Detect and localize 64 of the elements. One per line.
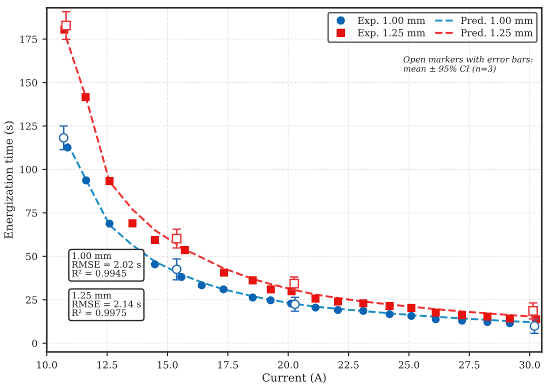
y-tick-label: 0 (32, 340, 38, 348)
legend-label: Pred. 1.00 mm (461, 16, 533, 24)
point (458, 311, 466, 320)
point (128, 219, 136, 228)
x-tick-label: 27.5 (459, 361, 480, 368)
point (248, 293, 257, 302)
point (483, 312, 492, 321)
point (266, 296, 275, 304)
point (290, 299, 300, 310)
point (106, 220, 114, 228)
point (82, 176, 90, 184)
y-tick-label: 150 (20, 79, 38, 86)
point (172, 264, 182, 274)
x-tick-label: 15.0 (158, 361, 178, 368)
point (359, 306, 368, 315)
x-axis-title: Current (A) (262, 373, 326, 384)
y-tick-label: 125 (20, 122, 37, 130)
point (172, 234, 182, 244)
x-tick-label: 12.5 (97, 361, 118, 368)
x-tick-label: 17.5 (218, 361, 238, 368)
y-tick-label: 50 (26, 252, 38, 260)
point (220, 268, 228, 277)
annotation: 1.00 mm RMSE = 2.02 s R² = 0.9945 (72, 252, 141, 277)
y-tick-label: 175 (20, 36, 37, 43)
point (311, 304, 320, 312)
point (407, 312, 416, 320)
point (58, 132, 69, 143)
point (386, 302, 394, 310)
annotation: Open markers with error bars: mean ± 95% CI (n=3) (404, 56, 532, 73)
point (248, 276, 257, 284)
point (150, 260, 159, 268)
point (266, 285, 275, 294)
point (311, 294, 320, 303)
y-axis-title: Energization time (s) (4, 121, 15, 239)
point (334, 297, 342, 306)
point (432, 308, 440, 317)
annotation: 1.25 mm RMSE = 2.14 s R² = 0.9975 (72, 292, 141, 316)
point (82, 93, 90, 102)
point (407, 304, 416, 312)
legend-label: Exp. 1.25 mm (358, 29, 426, 38)
legend-label: Exp. 1.00 mm (358, 16, 426, 26)
point (219, 285, 228, 294)
point (289, 278, 300, 288)
point (177, 272, 186, 282)
point (530, 321, 540, 331)
y-tick-label: 25 (26, 296, 37, 304)
x-tick-label: 22.5 (338, 361, 359, 368)
x-tick-label: 10.0 (37, 361, 57, 368)
y-tick-label: 75 (26, 209, 37, 217)
point (106, 177, 114, 186)
x-tick-label: 20.0 (278, 361, 298, 368)
y-tick-label: 100 (20, 166, 38, 174)
point (150, 236, 159, 244)
x-tick-label: 30.0 (520, 361, 540, 368)
point (359, 299, 368, 308)
point (198, 281, 206, 290)
point (334, 306, 342, 314)
x-tick-label: 25.0 (398, 361, 420, 368)
point (528, 306, 538, 316)
legend-label: Pred. 1.25 mm (461, 28, 533, 36)
point (386, 310, 394, 318)
point (61, 20, 71, 30)
point (506, 314, 514, 323)
point (180, 246, 189, 254)
